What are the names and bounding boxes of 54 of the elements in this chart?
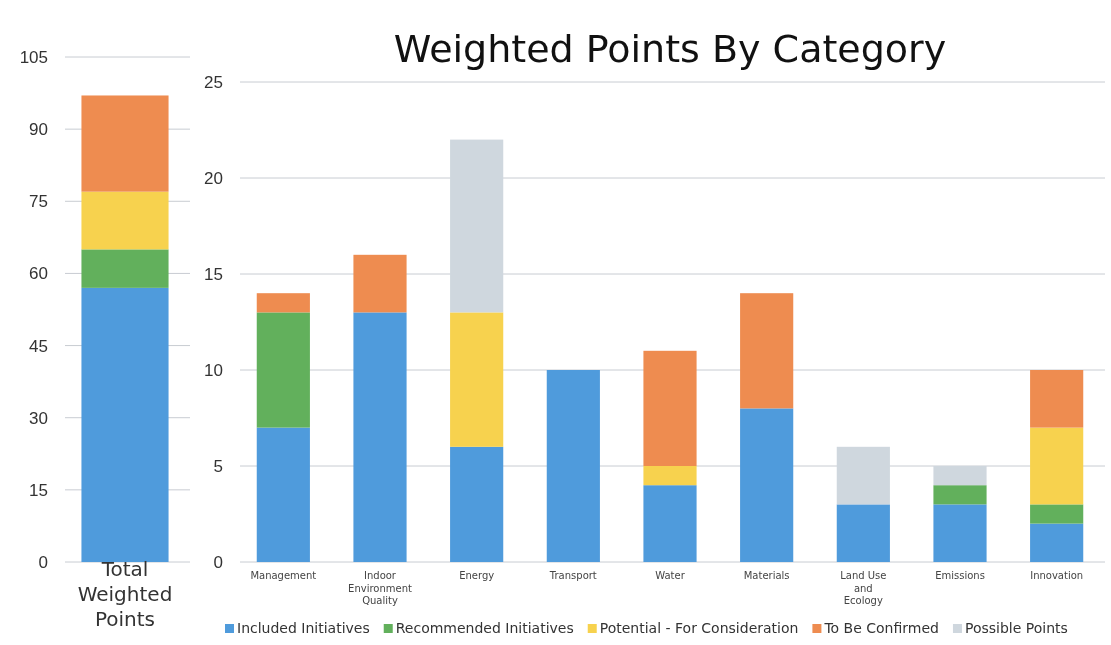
- x-tick-label: Land Use and Ecology: [840, 570, 887, 606]
- y-tick-label: 105: [19, 47, 48, 67]
- legend-label: Recommended Initiatives: [395, 620, 574, 636]
- y-tick-label: 30: [29, 408, 48, 428]
- legend-label: Potential - For Consideration: [599, 620, 799, 636]
- legend-label: To Be Confirmed: [823, 620, 939, 636]
- x-tick-label: Innovation: [1030, 570, 1084, 581]
- y-tick-label: 15: [29, 480, 48, 500]
- bar: [256, 427, 310, 562]
- x-tick-label: Transport: [548, 570, 597, 581]
- bar: [353, 254, 407, 313]
- y-tick-label: 75: [29, 192, 48, 212]
- bar: [1030, 523, 1084, 562]
- legend-label: Possible Points: [964, 620, 1068, 636]
- bar: [1030, 427, 1084, 505]
- x-tick-label: Energy: [459, 570, 495, 581]
- y-tick-label: 0: [213, 552, 223, 572]
- bar: [546, 370, 600, 562]
- bar: [81, 191, 169, 250]
- bar: [353, 312, 407, 562]
- bar: [643, 485, 697, 562]
- y-tick-label: 20: [204, 168, 223, 188]
- y-tick-label: 10: [204, 360, 223, 380]
- x-tick-label: Water: [655, 570, 686, 581]
- y-tick-label: 0: [38, 552, 48, 572]
- bar: [256, 293, 310, 313]
- bar: [1030, 504, 1084, 524]
- y-tick-label: 90: [29, 120, 48, 140]
- bar: [256, 312, 310, 428]
- bar: [450, 312, 504, 447]
- y-tick-label: 15: [204, 264, 223, 284]
- bar: [740, 408, 794, 562]
- bar: [836, 504, 890, 562]
- chart-title: Weighted Points By Category: [393, 27, 947, 71]
- bar: [643, 350, 697, 466]
- bar: [740, 293, 794, 409]
- bar: [1030, 370, 1084, 428]
- x-tick-label: Materials: [743, 570, 790, 581]
- bar: [933, 504, 987, 562]
- y-tick-label: 25: [204, 72, 223, 92]
- bar: [81, 95, 169, 192]
- y-tick-label: 45: [29, 336, 48, 356]
- bar: [81, 287, 169, 562]
- bar: [643, 466, 697, 486]
- bar: [933, 485, 987, 505]
- y-tick-label: 60: [29, 264, 48, 284]
- x-tick-label: Indoor Environment Quality: [348, 570, 412, 606]
- x-tick-label: Emissions: [935, 570, 985, 581]
- x-tick-label: Total Weighted Points: [77, 557, 173, 631]
- legend-label: Included Initiatives: [237, 620, 370, 636]
- x-tick-label: Management: [250, 570, 317, 581]
- bar: [81, 249, 169, 288]
- bar: [450, 446, 504, 562]
- y-tick-label: 5: [213, 456, 223, 476]
